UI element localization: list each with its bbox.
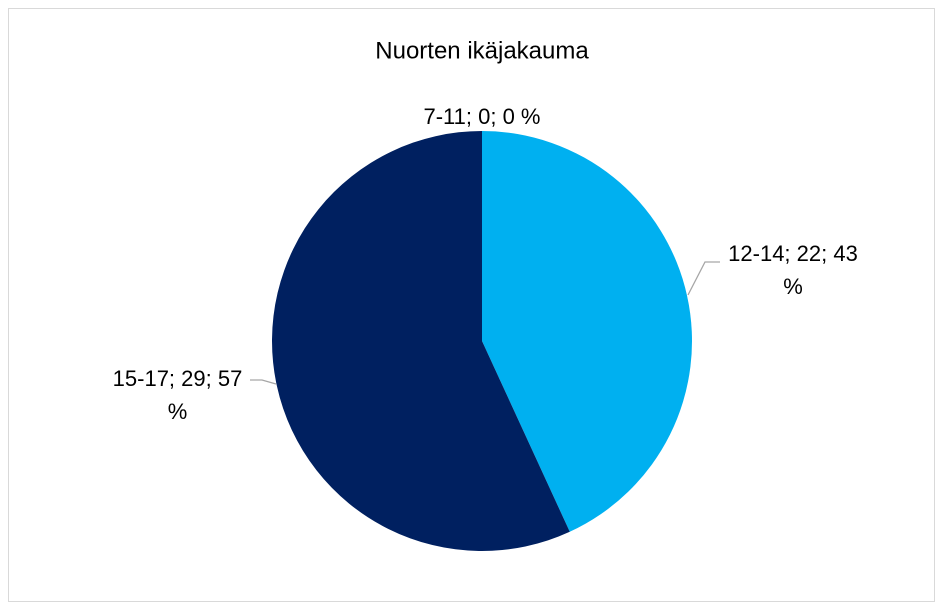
pie-slice xyxy=(482,131,692,532)
data-label: 15-17; 29; 57 % xyxy=(112,366,243,424)
data-label: 7-11; 0; 0 % xyxy=(423,104,541,129)
leader-line xyxy=(250,379,277,385)
data-label: 12-14; 22; 43 % xyxy=(728,241,858,299)
chart-title: Nuorten ikäjakauma xyxy=(375,37,589,64)
pie-slice xyxy=(272,131,570,551)
pie xyxy=(272,131,692,551)
leader-line xyxy=(687,261,720,296)
